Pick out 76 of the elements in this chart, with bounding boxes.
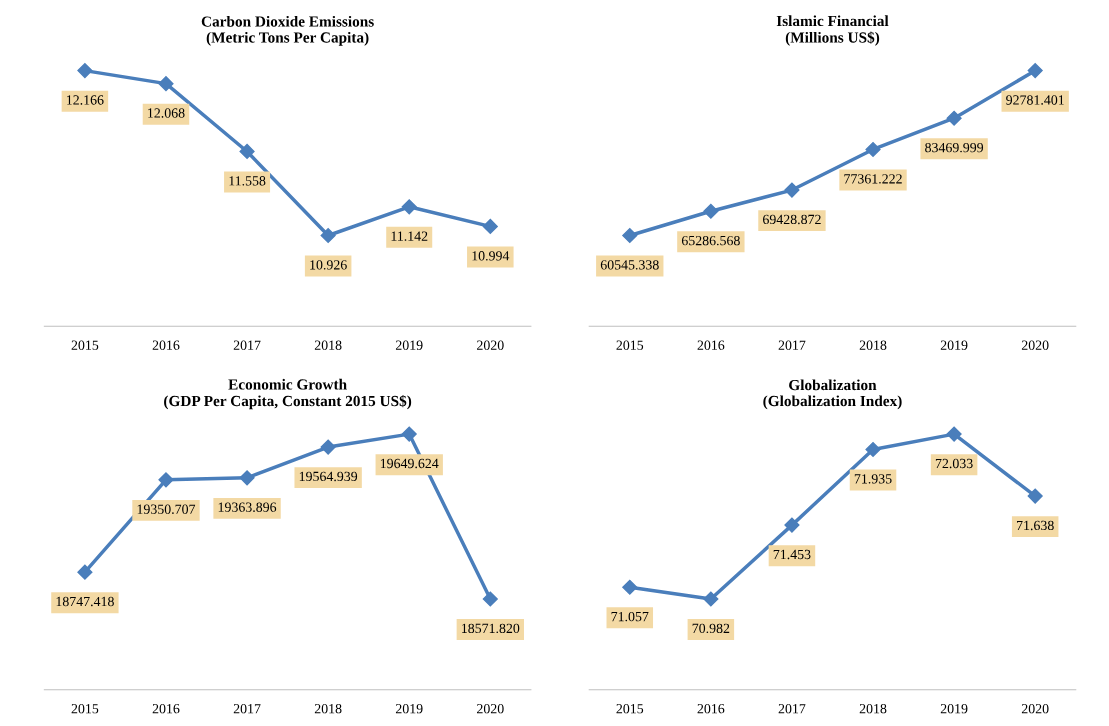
x-tick-label: 2020 [1021,340,1049,350]
x-tick-label: 2018 [859,340,887,350]
x-tick-label: 2017 [778,703,806,714]
data-label: 72.033 [935,458,973,469]
point [622,579,638,595]
x-tick-label: 2017 [778,340,806,350]
point [703,591,719,607]
data-label: 71.638 [1017,520,1054,531]
point [77,63,93,79]
data-label: 12.166 [67,95,104,105]
x-tick-label: 2018 [314,703,342,714]
x-tick-label: 2019 [395,340,423,350]
x-tick-label: 2017 [233,340,261,350]
point [401,199,417,215]
point [482,591,498,607]
point [158,472,174,488]
x-tick-label: 2016 [697,340,725,350]
x-tick-label: 2015 [616,703,644,714]
data-label: 92781.401 [1006,95,1064,105]
x-tick-label: 2016 [697,703,725,714]
data-label: 69428.872 [763,214,821,225]
data-label: 71.057 [611,611,649,622]
point [865,441,881,458]
x-tick-label: 2019 [940,703,968,714]
point [320,439,336,455]
point [320,227,336,244]
chart-title: Islamic Financial (Millions US$) [776,15,889,46]
data-label: 19350.707 [137,504,196,514]
point [239,470,255,486]
x-tick-label: 2017 [233,703,261,714]
point [946,426,962,442]
x-tick-label: 2018 [314,340,342,350]
data-label: 70.982 [692,623,730,634]
data-label: 12.068 [148,108,185,118]
point [401,426,417,442]
point [865,141,881,158]
x-tick-label: 2019 [395,703,423,714]
data-label: 10.926 [310,260,347,270]
x-tick-label: 2015 [71,340,99,350]
chart-title: Carbon Dioxide Emissions (Metric Tons Per Capita) [201,15,374,46]
data-label: 19363.896 [218,502,277,512]
point [703,203,719,219]
chart-title: Economic Growth (GDP Per Capita, Constant 2015 US$) [164,378,412,410]
data-label: 71.935 [854,474,892,484]
data-label: 18571.820 [462,623,520,634]
data-label: 83469.999 [925,142,984,153]
data-label: 71.453 [773,549,811,560]
point [622,227,638,244]
point [158,76,174,92]
data-label: 10.994 [472,251,510,261]
x-tick-label: 2015 [71,703,99,714]
x-tick-label: 2019 [940,340,968,350]
point [239,143,255,160]
x-tick-label: 2016 [152,340,180,350]
point [77,564,93,580]
x-tick-label: 2020 [1021,703,1049,714]
data-label: 19564.939 [299,471,358,482]
x-tick-label: 2018 [859,703,887,714]
data-label: 18747.418 [56,596,114,607]
point [482,218,498,235]
x-tick-label: 2015 [616,340,644,350]
point [946,110,962,126]
point [784,182,800,198]
point [1027,488,1043,504]
x-tick-label: 2020 [477,703,504,714]
data-label: 77361.222 [844,174,902,184]
point [1027,63,1043,79]
data-label: 19649.624 [380,458,439,469]
chart-title: Globalization (Globalization Index) [763,379,902,410]
data-label: 60545.338 [600,260,659,270]
point [784,517,800,533]
data-label: 11.558 [229,176,266,186]
x-tick-label: 2016 [152,703,180,714]
x-tick-label: 2020 [477,340,504,350]
data-label: 11.142 [391,231,428,241]
data-label: 65286.568 [681,235,740,246]
